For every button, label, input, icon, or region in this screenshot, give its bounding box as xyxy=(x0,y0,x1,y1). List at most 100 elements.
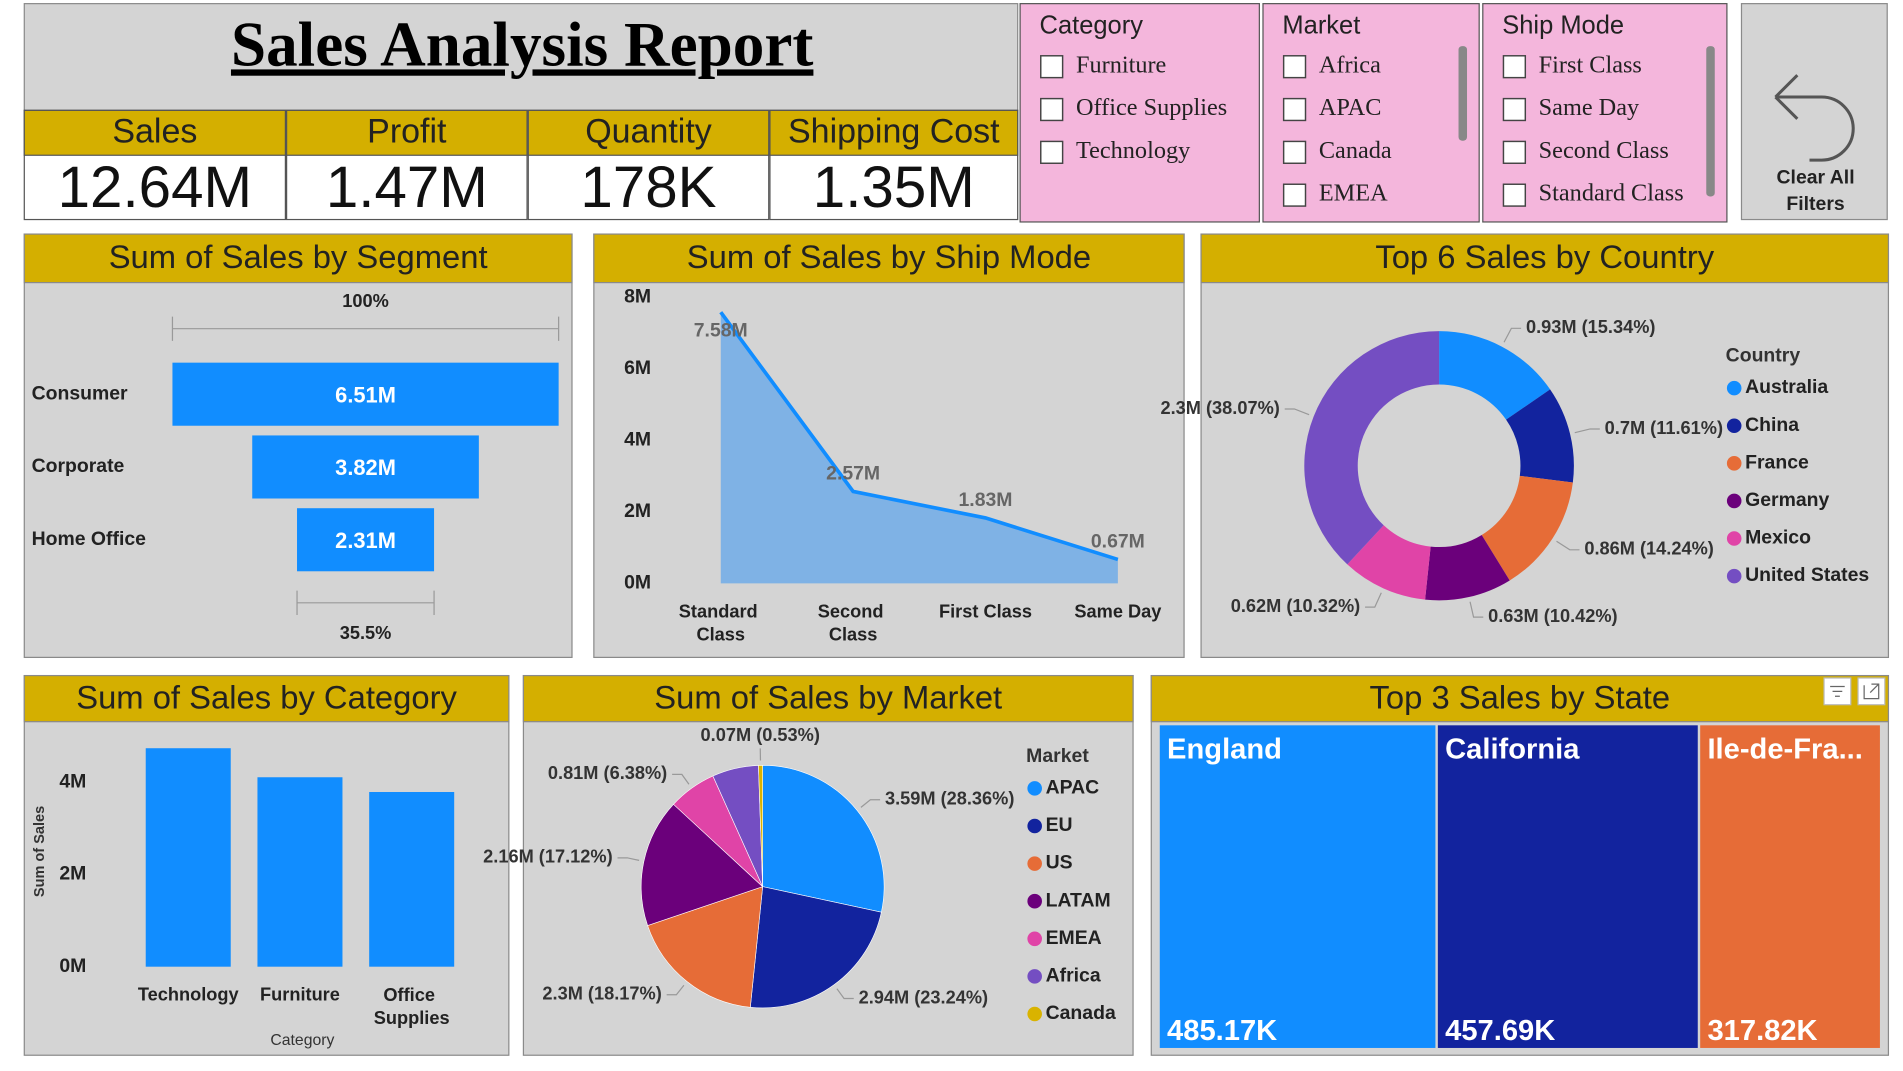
legend-title: Country xyxy=(1726,345,1801,367)
legend-swatch xyxy=(1726,418,1742,434)
kpi-header xyxy=(23,109,286,156)
leader-line xyxy=(836,988,854,1000)
title-box xyxy=(23,3,1019,111)
legend-label: US xyxy=(1046,852,1073,874)
slicer-item[interactable]: Canada xyxy=(1319,137,1392,164)
x-tick-label: Second Class xyxy=(818,601,889,644)
leader-line xyxy=(1503,327,1522,343)
slicer-checkbox[interactable] xyxy=(1282,183,1307,207)
slicer-item[interactable]: Same Day xyxy=(1539,94,1640,121)
slicer-item[interactable]: Second Class xyxy=(1539,137,1669,164)
legend-swatch xyxy=(1726,568,1742,584)
chart-title: Sum of Sales by Ship Mode xyxy=(687,238,1091,275)
slicer-checkbox[interactable] xyxy=(1282,55,1307,79)
legend-swatch xyxy=(1027,931,1042,947)
category-label: Home Office xyxy=(32,528,147,550)
x-tick-label: Office Supplies xyxy=(374,985,450,1028)
slicer-checkbox[interactable] xyxy=(1040,140,1064,164)
category-label: Corporate xyxy=(32,455,125,477)
slicer-checkbox[interactable] xyxy=(1502,140,1527,164)
clear-button-label[interactable]: Clear All xyxy=(1777,166,1855,188)
slicer-title: Category xyxy=(1040,11,1144,39)
treemap-tile xyxy=(1437,725,1698,1048)
data-label: 485.17K xyxy=(1167,1015,1277,1047)
slicer-item[interactable]: EMEA xyxy=(1319,180,1388,207)
leader-line xyxy=(1469,601,1484,618)
slicer-item[interactable]: Technology xyxy=(1076,137,1191,164)
data-label: 0.07M (0.53%) xyxy=(701,725,820,745)
funnel-bar xyxy=(252,435,479,499)
x-tick-label: Furniture xyxy=(260,985,340,1005)
data-label: 1.83M xyxy=(959,489,1013,511)
slicer-item[interactable]: Office Supplies xyxy=(1076,94,1227,121)
chart-title: Sum of Sales by Segment xyxy=(109,238,488,275)
data-label: 6.51M xyxy=(335,382,396,407)
slicer-checkbox[interactable] xyxy=(1502,55,1527,79)
legend-swatch xyxy=(1726,456,1742,471)
chart-panel xyxy=(593,233,1185,659)
pie-slice xyxy=(749,886,882,1009)
slicer-checkbox[interactable] xyxy=(1282,97,1307,122)
report-title: Sales Analysis Report xyxy=(231,9,813,79)
slicer-checkbox[interactable] xyxy=(1502,97,1527,122)
funnel-bar xyxy=(172,362,559,426)
slicer-checkbox[interactable] xyxy=(1282,140,1307,164)
kpi-value: 1.35M xyxy=(813,155,975,220)
slicer-item[interactable]: APAC xyxy=(1319,94,1382,121)
legend-swatch xyxy=(1027,781,1042,796)
treemap-tile xyxy=(1159,725,1436,1048)
y-tick-label: 2M xyxy=(624,500,651,522)
category-label: Consumer xyxy=(32,382,128,404)
kpi-value: 1.47M xyxy=(326,155,488,220)
slicer-item[interactable]: Furniture xyxy=(1076,51,1166,78)
clear-button-box[interactable] xyxy=(1740,3,1888,221)
slicer-item[interactable]: Standard Class xyxy=(1539,180,1684,207)
kpi-value: 178K xyxy=(580,155,716,220)
chart-header xyxy=(23,233,573,284)
slicer-checkbox[interactable] xyxy=(1040,97,1064,122)
slicer-item[interactable]: Africa xyxy=(1319,51,1381,78)
data-label: 7.58M xyxy=(694,320,748,342)
donut-slice xyxy=(1506,389,1574,483)
y-tick-label: 0M xyxy=(59,955,86,977)
kpi-label: Sales xyxy=(112,112,197,150)
legend-label: United States xyxy=(1745,564,1869,586)
pie-slice xyxy=(758,765,763,887)
data-label: 2.3M (38.07%) xyxy=(1160,398,1279,418)
data-label: 2.3M (18.17%) xyxy=(542,984,661,1004)
slicer-title: Ship Mode xyxy=(1502,11,1624,39)
chart-title: Sum of Sales by Market xyxy=(654,679,1002,716)
annotation: 35.5% xyxy=(340,623,392,643)
data-label: 2.31M xyxy=(335,528,396,553)
legend-swatch xyxy=(1726,380,1742,396)
data-label: 0.67M xyxy=(1091,531,1145,553)
kpi-header xyxy=(527,109,770,156)
donut-slice xyxy=(1347,525,1431,600)
leader-line xyxy=(666,984,685,996)
leader-line xyxy=(617,857,640,861)
data-label: 2.57M xyxy=(826,463,880,485)
data-label: 0.62M (10.32%) xyxy=(1231,596,1360,616)
filter-icon-glyph xyxy=(1830,685,1845,697)
kpi-label: Quantity xyxy=(585,112,712,150)
slicer-checkbox[interactable] xyxy=(1502,183,1527,207)
slicer-checkbox[interactable] xyxy=(1040,55,1064,79)
bar xyxy=(257,777,343,967)
clear-button[interactable] xyxy=(1740,3,1888,221)
kpi-label: Profit xyxy=(367,112,447,150)
chart-header xyxy=(1200,233,1890,284)
undo-icon[interactable] xyxy=(1774,74,1855,162)
data-label: 0.86M (14.24%) xyxy=(1584,539,1713,559)
y-tick-label: 4M xyxy=(624,428,651,450)
slicer-item[interactable]: First Class xyxy=(1539,51,1642,78)
y-axis-title: Sum of Sales xyxy=(32,806,48,897)
legend-label: Canada xyxy=(1046,1002,1116,1024)
treemap-tile xyxy=(1700,725,1880,1048)
chart-header xyxy=(1150,674,1890,723)
legend-swatch xyxy=(1726,493,1742,509)
clear-button-label[interactable]: Filters xyxy=(1786,193,1844,215)
y-tick-label: 6M xyxy=(624,357,651,379)
legend-swatch xyxy=(1726,531,1742,546)
chart-title: Sum of Sales by Category xyxy=(76,679,457,716)
